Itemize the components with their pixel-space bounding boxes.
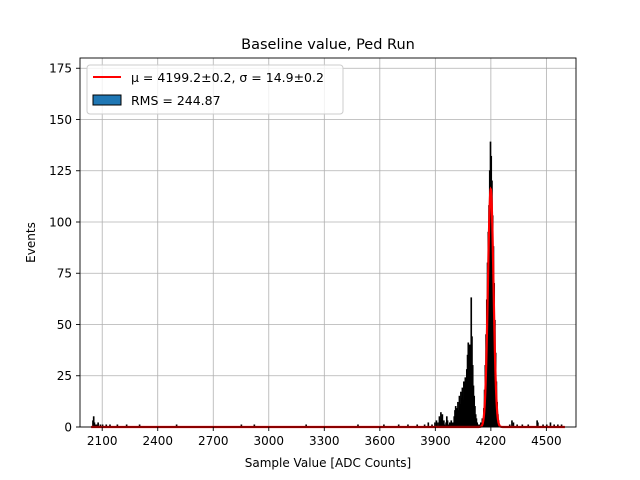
x-tick-label: 4500 [531,434,562,448]
x-tick-label: 3300 [309,434,340,448]
y-tick-label: 150 [49,113,72,127]
x-axis: 2100 2400 2700 3000 3300 3600 3900 4200 4500 [87,427,562,448]
x-tick-label: 2100 [87,434,118,448]
x-tick-label: 3600 [365,434,396,448]
x-tick-label: 2700 [198,434,229,448]
y-tick-label: 50 [57,318,72,332]
y-tick-label: 75 [57,267,72,281]
legend-hist-swatch [92,94,122,106]
legend-fit-label: μ = 4199.2±0.2, σ = 14.9±0.2 [131,70,324,85]
y-axis-label: Events [24,222,38,263]
chart-title: Baseline value, Ped Run [241,37,415,53]
x-tick-label: 4200 [476,434,507,448]
x-tick-label: 3900 [420,434,451,448]
y-axis: 0 25 50 75 100 125 150 175 [49,62,80,434]
y-tick-label: 125 [49,164,72,178]
x-tick-label: 3000 [254,434,285,448]
x-axis-label: Sample Value [ADC Counts] [245,456,411,470]
y-tick-label: 175 [49,62,72,76]
x-tick-label: 2400 [142,434,173,448]
plot-frame [79,57,577,428]
y-tick-label: 0 [64,420,72,434]
y-tick-label: 100 [49,215,72,229]
y-tick-label: 25 [57,369,72,383]
legend-hist-label: RMS = 244.87 [131,93,221,108]
legend-box [86,64,344,115]
legend: μ = 4199.2±0.2, σ = 14.9±0.2 RMS = 244.8… [86,64,344,115]
